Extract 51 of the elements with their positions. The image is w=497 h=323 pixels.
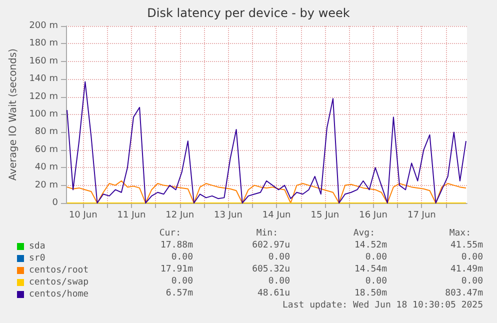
y-tick-label: 0 [52, 198, 58, 208]
y-tick-label: 60 m [34, 144, 58, 155]
x-tick-label: 10 Jun [68, 210, 98, 220]
text: 6.57m [166, 288, 193, 298]
x-tick-label: 17 Jun [407, 210, 436, 220]
text: 41.55m [450, 240, 483, 250]
text: 0.00 [268, 252, 290, 262]
legend-label: centos/home [29, 290, 89, 300]
text: 0.00 [461, 276, 483, 286]
y-tick-label: 200 m [29, 21, 58, 31]
text: Max: [449, 228, 471, 238]
text: 17.91m [160, 264, 193, 274]
y-axis-title: Average IO Wait (seconds) [8, 48, 19, 181]
text: Cur: [159, 228, 181, 238]
x-tick-label: 16 Jun [359, 210, 388, 220]
text: Min: [256, 228, 278, 238]
x-tick-label: 14 Jun [262, 210, 291, 220]
x-tick-label: 15 Jun [310, 210, 340, 220]
text: 48.61u [257, 288, 290, 298]
y-tick-label: 80 m [34, 127, 58, 138]
text: 0.00 [171, 252, 193, 262]
text: 0.00 [365, 252, 387, 262]
legend-label: centos/root [29, 266, 89, 276]
text: 14.54m [354, 264, 387, 274]
x-tick-label: 13 Jun [214, 210, 242, 220]
y-tick-label: 120 m [29, 92, 58, 102]
y-tick-label: 40 m [34, 162, 58, 173]
y-tick-label: 180 m [29, 38, 58, 49]
y-tick-label: 140 m [29, 74, 58, 84]
text: 17.88m [160, 240, 193, 250]
text: 41.49m [450, 264, 483, 274]
text: 0.00 [268, 276, 290, 286]
text: 0.00 [171, 276, 193, 286]
text: 14.52m [354, 240, 387, 250]
text: 602.97u [252, 240, 290, 250]
x-tick-label: 12 Jun [166, 210, 194, 220]
y-tick-label: 160 m [29, 56, 58, 66]
x-tick-label: 11 Jun [117, 210, 146, 220]
legend-label: centos/swap [29, 278, 89, 288]
y-tick-label: 20 m [34, 180, 58, 190]
text: Avg: [353, 228, 375, 238]
text: 18.50m [354, 288, 387, 298]
text: 803.47m [445, 288, 483, 298]
chart-title: Disk latency per device - by week [147, 6, 350, 20]
text: 605.32u [252, 264, 290, 274]
text: Last update: Wed Jun 18 10:30:05 2025 [282, 300, 483, 310]
legend-label: sda [29, 242, 46, 252]
text: 0.00 [461, 252, 483, 262]
y-tick-label: 100 m [29, 110, 58, 120]
legend-label: sr0 [29, 254, 46, 264]
text: 0.00 [365, 276, 387, 286]
